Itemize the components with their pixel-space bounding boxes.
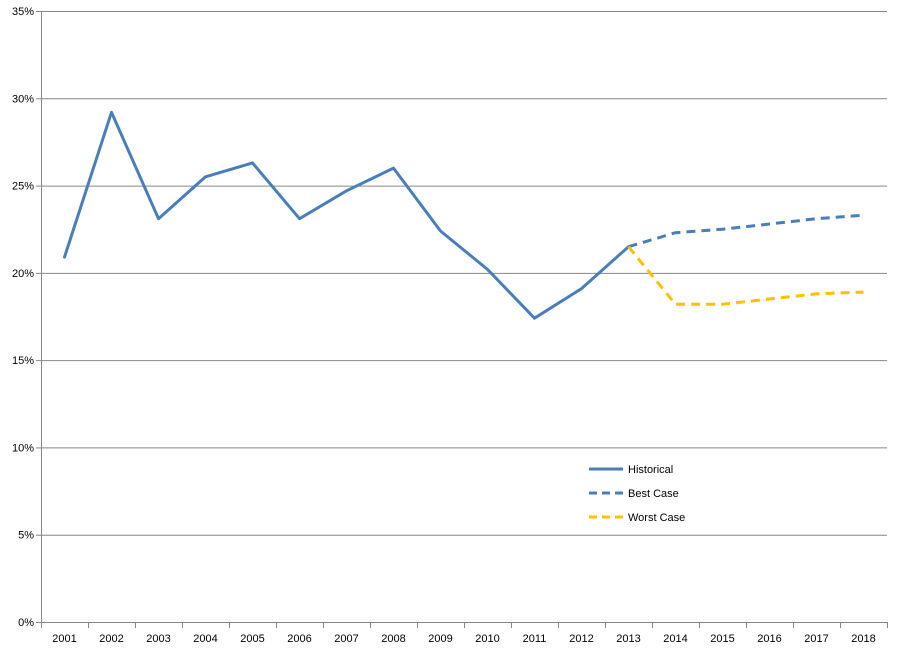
data-point-historical: [439, 229, 443, 233]
legend-label-best-case: Best Case: [628, 488, 679, 500]
legend-label-worst-case: Worst Case: [628, 512, 685, 524]
data-point-historical: [110, 110, 114, 114]
x-tick-label: 2005: [240, 633, 264, 645]
y-tick-label: 15%: [12, 355, 34, 367]
data-point-historical: [63, 255, 67, 259]
x-tick-label: 2011: [523, 633, 547, 645]
y-tick-label: 10%: [12, 442, 34, 454]
data-point-best-case: [674, 231, 678, 235]
series-line-best-case: [628, 213, 864, 249]
data-point-worst-case: [815, 292, 819, 296]
data-point-worst-case: [674, 302, 678, 306]
y-tick-label: 30%: [12, 93, 34, 105]
x-tick-label: 2004: [193, 633, 217, 645]
data-point-best-case: [862, 213, 866, 217]
x-tick-label: 2018: [851, 633, 875, 645]
data-point-worst-case: [627, 245, 631, 249]
data-point-historical: [580, 287, 584, 291]
series-layer: [63, 110, 866, 320]
data-point-worst-case: [721, 302, 725, 306]
x-tick-label: 2016: [757, 633, 781, 645]
x-tick-label: 2002: [99, 633, 123, 645]
x-tick-label: 2009: [428, 633, 452, 645]
x-tick-label: 2015: [710, 633, 734, 645]
x-tick-label: 2010: [475, 633, 499, 645]
grid-layer: [41, 11, 887, 536]
y-tick-label: 25%: [12, 181, 34, 193]
data-point-best-case: [768, 222, 772, 226]
data-point-historical: [533, 316, 537, 320]
y-tick-label: 0%: [18, 617, 34, 629]
x-tick-label: 2017: [804, 633, 828, 645]
x-tick-label: 2013: [616, 633, 640, 645]
data-point-historical: [251, 161, 255, 165]
legend: Historical Best Case Worst Case: [589, 464, 685, 524]
series-line-historical: [63, 110, 630, 320]
data-point-historical: [392, 166, 396, 170]
axis-layer: 0% 5% 10% 15% 20% 25% 30% 35% 2001 2002 2003 2004 20…: [12, 6, 888, 645]
x-tick-label: 2008: [381, 633, 405, 645]
data-point-historical: [345, 189, 349, 193]
data-point-historical: [298, 217, 302, 221]
y-tick-label: 20%: [12, 268, 34, 280]
data-point-historical: [157, 217, 161, 221]
data-point-historical: [486, 267, 490, 271]
x-tick-label: 2003: [146, 633, 170, 645]
x-tick-label: 2006: [287, 633, 311, 645]
x-tick-label: 2014: [663, 633, 687, 645]
x-tick-label: 2001: [52, 633, 76, 645]
data-point-worst-case: [768, 297, 772, 301]
data-point-best-case: [815, 217, 819, 221]
series-line-worst-case: [627, 245, 864, 306]
x-tick-label: 2012: [569, 633, 593, 645]
data-point-worst-case: [862, 290, 866, 294]
y-tick-label: 35%: [12, 6, 34, 18]
data-point-best-case: [721, 227, 725, 231]
x-tick-label: 2007: [334, 633, 358, 645]
legend-label-historical: Historical: [628, 464, 673, 476]
y-tick-label: 5%: [18, 530, 34, 542]
data-point-historical: [204, 175, 208, 179]
